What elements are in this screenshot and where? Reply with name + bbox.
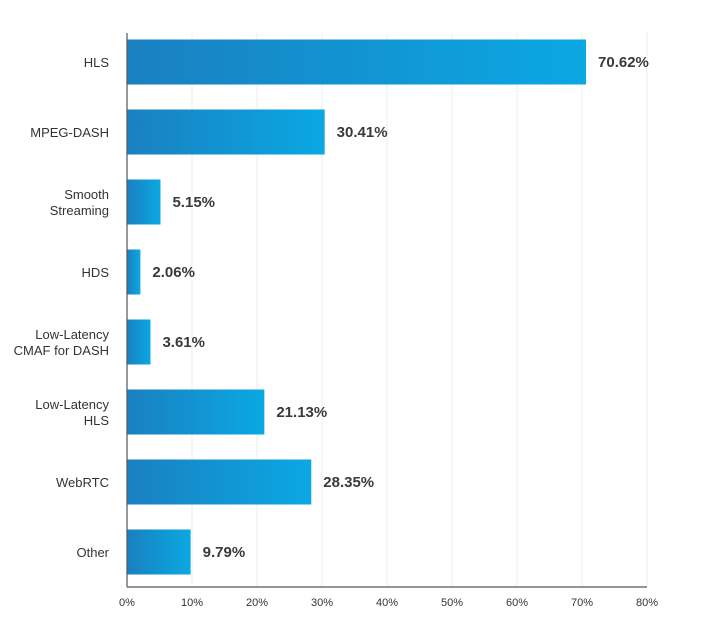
category-label: CMAF for DASH — [14, 343, 109, 358]
x-tick-label: 80% — [636, 597, 658, 609]
bar — [127, 179, 161, 225]
value-label: 28.35% — [323, 474, 374, 491]
x-tick-label: 30% — [311, 597, 333, 609]
value-label: 30.41% — [337, 124, 388, 141]
x-tick-label: 40% — [376, 597, 398, 609]
category-label: MPEG-DASH — [30, 125, 109, 140]
value-label: 21.13% — [276, 404, 327, 421]
labels: 70.62% HLS 30.41% MPEG-DASH 5.15% SmoothStrea… — [14, 54, 649, 561]
x-tick-label: 50% — [441, 597, 463, 609]
bar — [127, 459, 312, 505]
value-label: 9.79% — [203, 544, 246, 561]
value-label: 5.15% — [172, 194, 215, 211]
category-label: Streaming — [50, 203, 109, 218]
bar — [127, 249, 141, 295]
category-label: Low-Latency — [35, 327, 109, 342]
category-label: Other — [76, 545, 109, 560]
x-tick-label: 0% — [119, 597, 135, 609]
x-tick-label: 10% — [181, 597, 203, 609]
x-tick-label: 20% — [246, 597, 268, 609]
bar — [127, 319, 151, 365]
category-label: Low-Latency — [35, 397, 109, 412]
x-tick-label: 70% — [571, 597, 593, 609]
category-label: HDS — [82, 265, 110, 280]
value-label: 3.61% — [162, 334, 205, 351]
x-tick-label: 60% — [506, 597, 528, 609]
value-label: 70.62% — [598, 54, 649, 71]
value-label: 2.06% — [152, 264, 195, 281]
bar — [127, 529, 191, 575]
bar — [127, 39, 587, 85]
bar — [127, 389, 265, 435]
axes: 0% 10% 20% 30% 40% 50% 60% 70% 80% — [119, 33, 658, 609]
category-label: HLS — [84, 55, 110, 70]
category-label: WebRTC — [56, 475, 109, 490]
category-label: Smooth — [64, 187, 109, 202]
category-label: HLS — [84, 413, 110, 428]
bar — [127, 109, 325, 155]
bars — [127, 39, 587, 575]
